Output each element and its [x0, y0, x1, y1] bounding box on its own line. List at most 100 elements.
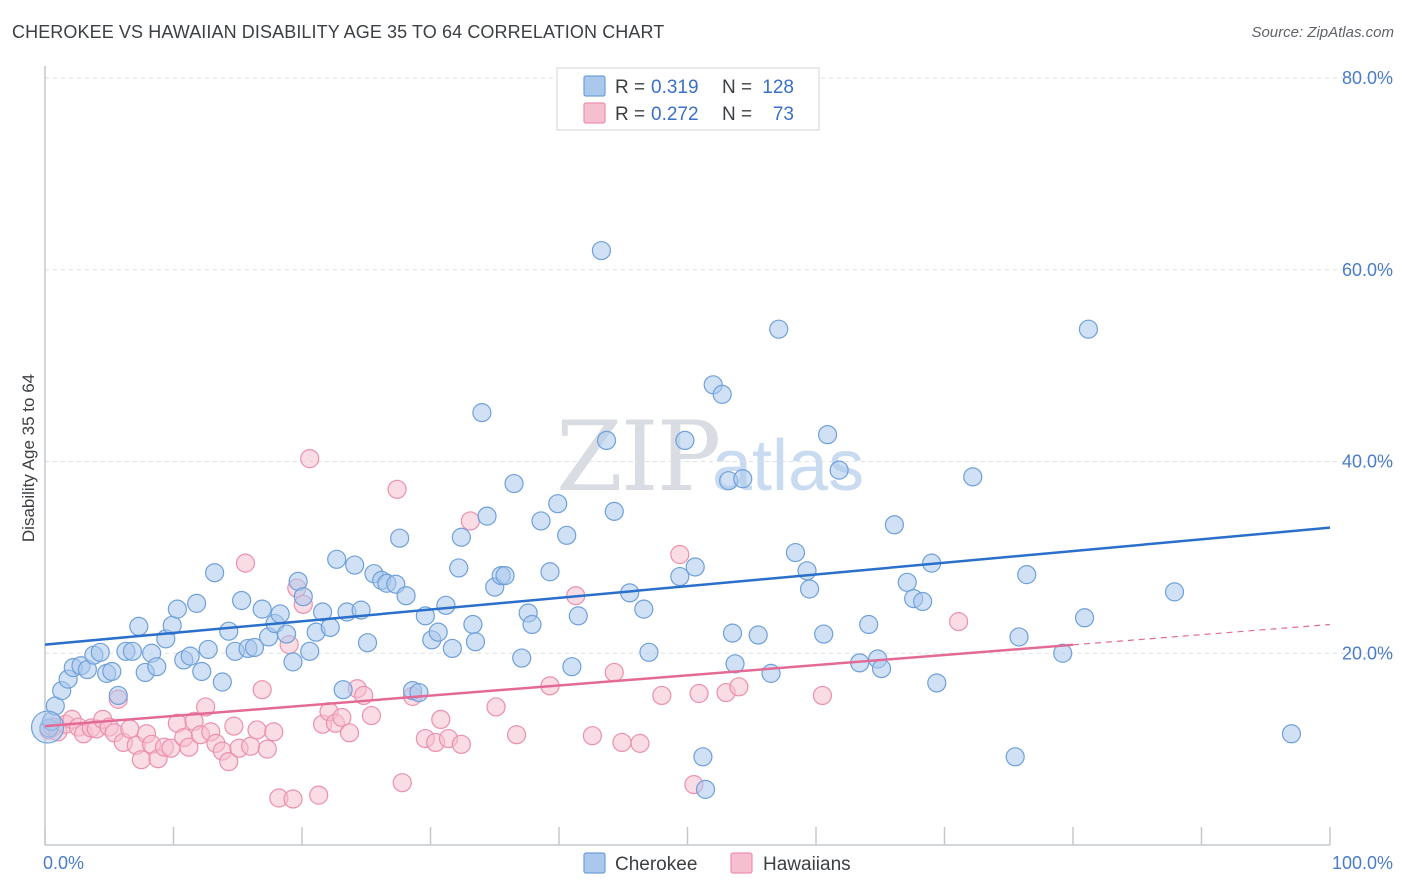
y-tick-label: 40.0%	[1342, 452, 1393, 472]
cherokee-point	[733, 469, 753, 489]
cherokee-point	[270, 604, 290, 624]
hawaiians-point	[486, 697, 506, 717]
cherokee-point	[283, 652, 303, 672]
cherokee-point	[409, 682, 429, 703]
cherokee-point	[1005, 747, 1025, 767]
hawaiians-point	[241, 736, 261, 756]
cherokee-point	[591, 240, 612, 261]
trendlines	[44, 526, 1331, 728]
cherokee-point	[548, 494, 568, 514]
hawaiians-point	[131, 750, 151, 770]
hawaiians-point	[264, 722, 284, 742]
cherokee-point	[345, 555, 365, 575]
hawaiians-point	[235, 553, 256, 573]
cherokee-point	[748, 625, 768, 645]
y-tick-label: 60.0%	[1342, 260, 1393, 280]
hawaiians-point	[460, 511, 480, 531]
cherokee-point	[129, 616, 149, 637]
legend-hawaiians-n-label: N =	[722, 104, 752, 125]
cherokee-point	[312, 602, 333, 622]
watermark: ZIP atlas	[556, 401, 864, 513]
cherokee-point	[333, 680, 353, 700]
hawaiians-point	[604, 662, 624, 683]
cherokee-point	[90, 642, 110, 662]
cherokee-point	[722, 623, 743, 643]
cherokee-point	[465, 632, 486, 652]
cherokee-point	[442, 638, 462, 659]
hawaiians-point	[387, 479, 407, 499]
cherokee-point	[1053, 643, 1073, 663]
cherokee-point	[531, 511, 551, 531]
hawaiians-point	[332, 707, 352, 728]
x-tick-label: 0.0%	[43, 853, 84, 873]
hawaiians-point	[257, 739, 277, 759]
cherokee-point	[604, 501, 624, 521]
hawaiians-point	[283, 789, 303, 809]
y-tick-label: 80.0%	[1342, 68, 1393, 88]
hawaiians-point	[652, 685, 672, 706]
cherokee-point	[102, 661, 122, 682]
cherokee-point	[712, 384, 732, 404]
cherokee-point	[859, 614, 879, 635]
hawaiians-point	[247, 720, 267, 740]
hawaiians-point	[219, 751, 239, 772]
hawaiians-point	[451, 734, 471, 754]
y-axis-title: Disability Age 35 to 64	[19, 374, 38, 542]
hawaiians-point	[120, 719, 140, 739]
cherokee-point	[147, 657, 167, 677]
x-tick-labels: 0.0% 100.0%	[43, 853, 1393, 873]
cherokee-point	[167, 599, 187, 619]
cherokee-point	[557, 525, 577, 545]
cherokee-point	[495, 565, 515, 586]
bottom-legend-hawaiians-label: Hawaiians	[763, 854, 851, 875]
cherokee-point	[212, 672, 232, 692]
hawaiians-point	[339, 723, 360, 743]
cherokee-point	[522, 614, 542, 635]
cherokee-point	[897, 572, 917, 592]
cherokee-point	[1078, 319, 1099, 339]
cherokee-point	[180, 646, 200, 666]
cherokee-point	[192, 661, 212, 682]
hawaiians-point	[612, 732, 632, 753]
cherokee-point	[451, 527, 471, 547]
cherokee-point	[634, 599, 654, 619]
hawaiians-point	[582, 726, 603, 746]
cherokee-point	[108, 685, 128, 706]
y-tick-label: 20.0%	[1342, 643, 1393, 663]
cherokee-point	[1009, 627, 1029, 647]
cherokee-point	[540, 562, 560, 582]
cherokee-point	[670, 566, 690, 587]
watermark-zip: ZIP	[556, 401, 719, 513]
cherokee-point	[814, 624, 834, 644]
legend-cherokee-n-value: 128	[762, 77, 794, 98]
bottom-legend-cherokee-label: Cherokee	[615, 854, 697, 875]
legend-cherokee-swatch	[583, 75, 606, 97]
hawaiians-point	[670, 544, 690, 565]
cherokee-point	[639, 642, 659, 662]
cherokee-point	[205, 563, 225, 583]
cherokee-point	[477, 506, 497, 526]
hawaiians-point	[361, 705, 381, 726]
cherokee-point	[785, 542, 806, 563]
hawaiians-point	[300, 449, 320, 469]
cherokee-point	[927, 673, 947, 693]
cherokee-point	[320, 617, 340, 637]
cherokee-point	[797, 561, 817, 581]
cherokee-point	[1281, 724, 1302, 744]
cherokee-points	[30, 240, 1302, 799]
cherokee-point	[829, 460, 849, 480]
y-tick-labels: 20.0% 40.0% 60.0% 80.0%	[1342, 68, 1393, 663]
cherokee-point	[693, 747, 713, 767]
cherokee-point	[472, 403, 492, 423]
hawaiians-point	[729, 677, 749, 697]
cherokee-point	[695, 779, 716, 799]
cherokee-point	[449, 558, 469, 578]
hawaiians-point	[252, 680, 272, 700]
cherokee-point	[357, 633, 378, 653]
cherokee-point	[436, 595, 456, 615]
legend-hawaiians-r-label: R =	[615, 104, 645, 125]
cherokee-point	[463, 614, 483, 635]
cherokee-point	[769, 319, 789, 339]
hawaiians-point	[179, 737, 199, 757]
